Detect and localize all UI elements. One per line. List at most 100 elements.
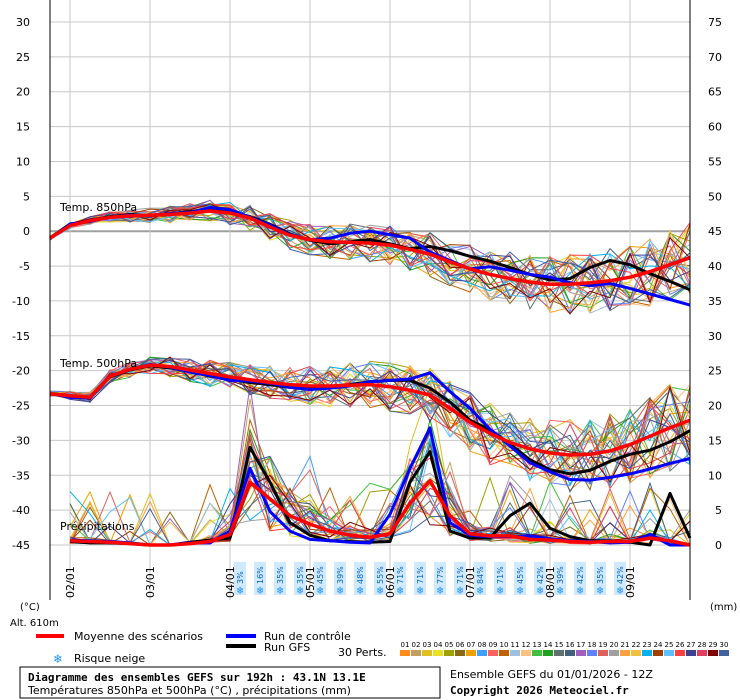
pert-legend-swatch	[477, 650, 487, 656]
pert-legend-swatch	[653, 650, 663, 656]
pert-legend-number: 14	[544, 641, 553, 649]
left-tick-label: 25	[16, 51, 30, 64]
legend-control-swatch	[226, 634, 256, 638]
pert-legend-number: 19	[599, 641, 608, 649]
legend-snow-label: Risque neige	[74, 652, 145, 665]
pert-legend-number: 18	[588, 641, 597, 649]
snow-risk-cell	[314, 562, 326, 595]
snow-risk-legend-icon: ❄	[53, 652, 62, 667]
snow-risk-pct: 39%	[336, 566, 345, 584]
left-unit-label: (°C)	[20, 602, 40, 613]
ensemble-member-line	[49, 362, 691, 481]
snow-risk-cell	[594, 562, 606, 595]
pert-legend-swatch	[598, 650, 608, 656]
pert-legend-swatch	[609, 650, 619, 656]
pert-legend-swatch	[499, 650, 509, 656]
snowflake-icon: ❄	[537, 584, 544, 597]
snow-risk-cell	[614, 562, 626, 595]
x-tick-label: 04/01	[224, 566, 237, 598]
pert-legend-swatch	[620, 650, 630, 656]
snow-risk-pct: 84%	[476, 566, 485, 584]
pert-legend-swatch	[400, 650, 410, 656]
ensemble-member-line	[49, 205, 691, 304]
pert-legend-number: 02	[412, 641, 421, 649]
legend-control-label: Run de contrôle	[264, 630, 351, 643]
snowflake-icon: ❄	[357, 584, 364, 597]
legend-mean-swatch	[36, 634, 64, 638]
left-tick-label: -30	[12, 434, 30, 447]
pert-legend-number: 24	[654, 641, 663, 649]
snow-risk-pct: 35%	[276, 566, 285, 584]
right-tick-label: 10	[708, 469, 722, 482]
t500-mean-line	[49, 363, 691, 457]
pert-legend-swatch	[444, 650, 454, 656]
snowflake-icon: ❄	[597, 584, 604, 597]
ensemble-member-line	[49, 358, 691, 472]
pert-legend-number: 13	[533, 641, 542, 649]
right-tick-label: 50	[708, 190, 722, 203]
pert-legend-swatch	[532, 650, 542, 656]
pert-legend-number: 11	[511, 641, 520, 649]
pert-legend-number: 26	[676, 641, 685, 649]
right-tick-label: 45	[708, 225, 722, 238]
right-tick-label: 35	[708, 295, 722, 308]
left-tick-label: -10	[12, 295, 30, 308]
left-tick-label: -5	[19, 260, 30, 273]
legend-gfs-swatch	[226, 644, 256, 648]
ensemble-member-line	[49, 361, 691, 488]
info-box	[19, 666, 441, 699]
snow-risk-pct: 35%	[596, 566, 605, 584]
right-tick-label: 70	[708, 51, 722, 64]
right-tick-label: 25	[708, 365, 722, 378]
right-tick-label: 30	[708, 330, 722, 343]
left-tick-label: 0	[23, 225, 30, 238]
x-tick-label: 08/01	[544, 566, 557, 598]
pert-legend-number: 10	[500, 641, 509, 649]
legend-gfs-label: Run GFS	[264, 641, 310, 654]
pert-legend-number: 27	[687, 641, 696, 649]
ensemble-member-line	[49, 203, 691, 304]
pert-legend-number: 04	[434, 641, 443, 649]
snowflake-icon: ❄	[397, 584, 404, 597]
pert-legend-number: 29	[709, 641, 718, 649]
left-tick-label: 15	[16, 121, 30, 134]
pert-legend-number: 06	[456, 641, 465, 649]
x-tick-label: 02/01	[64, 566, 77, 598]
snow-risk-pct: 16%	[256, 566, 265, 584]
snow-risk-cell	[454, 562, 466, 595]
altitude-label: Alt. 610m	[10, 618, 59, 629]
snow-risk-cell	[334, 562, 346, 595]
snowflake-icon: ❄	[437, 584, 444, 597]
pert-legend-swatch	[488, 650, 498, 656]
pert-legend-number: 09	[489, 641, 498, 649]
pert-legend-number: 25	[665, 641, 674, 649]
right-tick-label: 60	[708, 121, 722, 134]
snowflake-icon: ❄	[557, 584, 564, 597]
copyright: Copyright 2026 Meteociel.fr	[450, 684, 629, 697]
snow-risk-cell	[274, 562, 286, 595]
pert-legend-number: 07	[467, 641, 476, 649]
snow-risk-pct: 48%	[356, 566, 365, 584]
pert-legend-swatch	[686, 650, 696, 656]
snow-risk-cell	[494, 562, 506, 595]
pert-legend-swatch	[587, 650, 597, 656]
pert-legend-number: 28	[698, 641, 707, 649]
x-tick-label: 09/01	[624, 566, 637, 598]
snow-risk-pct: 42%	[576, 566, 585, 584]
pert-legend-number: 12	[522, 641, 531, 649]
snow-risk-pct: 3%	[236, 571, 245, 584]
snow-risk-cell	[414, 562, 426, 595]
pert-legend-swatch	[422, 650, 432, 656]
pert-legend-number: 16	[566, 641, 575, 649]
pert-legend-swatch	[455, 650, 465, 656]
snow-risk-pct: 71%	[396, 566, 405, 584]
right-tick-label: 65	[708, 86, 722, 99]
pert-legend-swatch	[466, 650, 476, 656]
ensemble-member-line	[49, 365, 691, 478]
section-label-t500: Temp. 500hPa	[59, 357, 137, 370]
right-tick-label: 5	[715, 504, 722, 517]
left-tick-label: -20	[12, 365, 30, 378]
pert-legend-swatch	[543, 650, 553, 656]
left-tick-label: -25	[12, 400, 30, 413]
snowflake-icon: ❄	[577, 584, 584, 597]
